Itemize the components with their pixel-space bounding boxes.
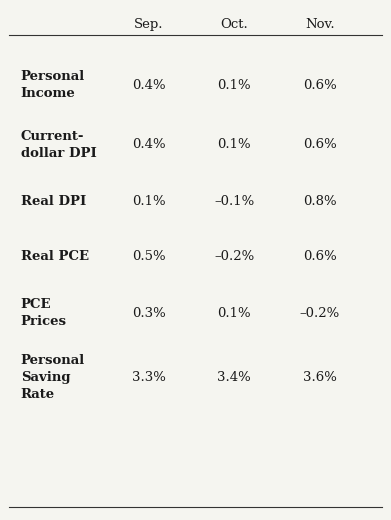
Text: Sep.: Sep. [134, 18, 164, 31]
Text: Real PCE: Real PCE [21, 250, 89, 263]
Text: 0.4%: 0.4% [132, 138, 166, 151]
Text: 0.6%: 0.6% [303, 79, 337, 92]
Text: Real DPI: Real DPI [21, 196, 86, 209]
Text: 3.3%: 3.3% [132, 371, 166, 384]
Text: 0.8%: 0.8% [303, 196, 337, 209]
Text: –0.2%: –0.2% [300, 306, 340, 319]
Text: 0.1%: 0.1% [132, 196, 166, 209]
Text: 3.4%: 3.4% [217, 371, 251, 384]
Text: 0.1%: 0.1% [217, 138, 251, 151]
Text: –0.1%: –0.1% [214, 196, 255, 209]
Text: 0.4%: 0.4% [132, 79, 166, 92]
Text: Oct.: Oct. [221, 18, 248, 31]
Text: 0.6%: 0.6% [303, 138, 337, 151]
Text: 3.6%: 3.6% [303, 371, 337, 384]
Text: 0.3%: 0.3% [132, 306, 166, 319]
Text: Personal
Income: Personal Income [21, 70, 85, 100]
Text: Nov.: Nov. [305, 18, 335, 31]
Text: 0.5%: 0.5% [132, 250, 166, 263]
Text: PCE
Prices: PCE Prices [21, 298, 67, 328]
Text: –0.2%: –0.2% [214, 250, 255, 263]
Text: 0.1%: 0.1% [217, 306, 251, 319]
Text: 0.1%: 0.1% [217, 79, 251, 92]
Text: Personal
Saving
Rate: Personal Saving Rate [21, 354, 85, 401]
Text: Current-
dollar DPI: Current- dollar DPI [21, 130, 97, 160]
Text: 0.6%: 0.6% [303, 250, 337, 263]
